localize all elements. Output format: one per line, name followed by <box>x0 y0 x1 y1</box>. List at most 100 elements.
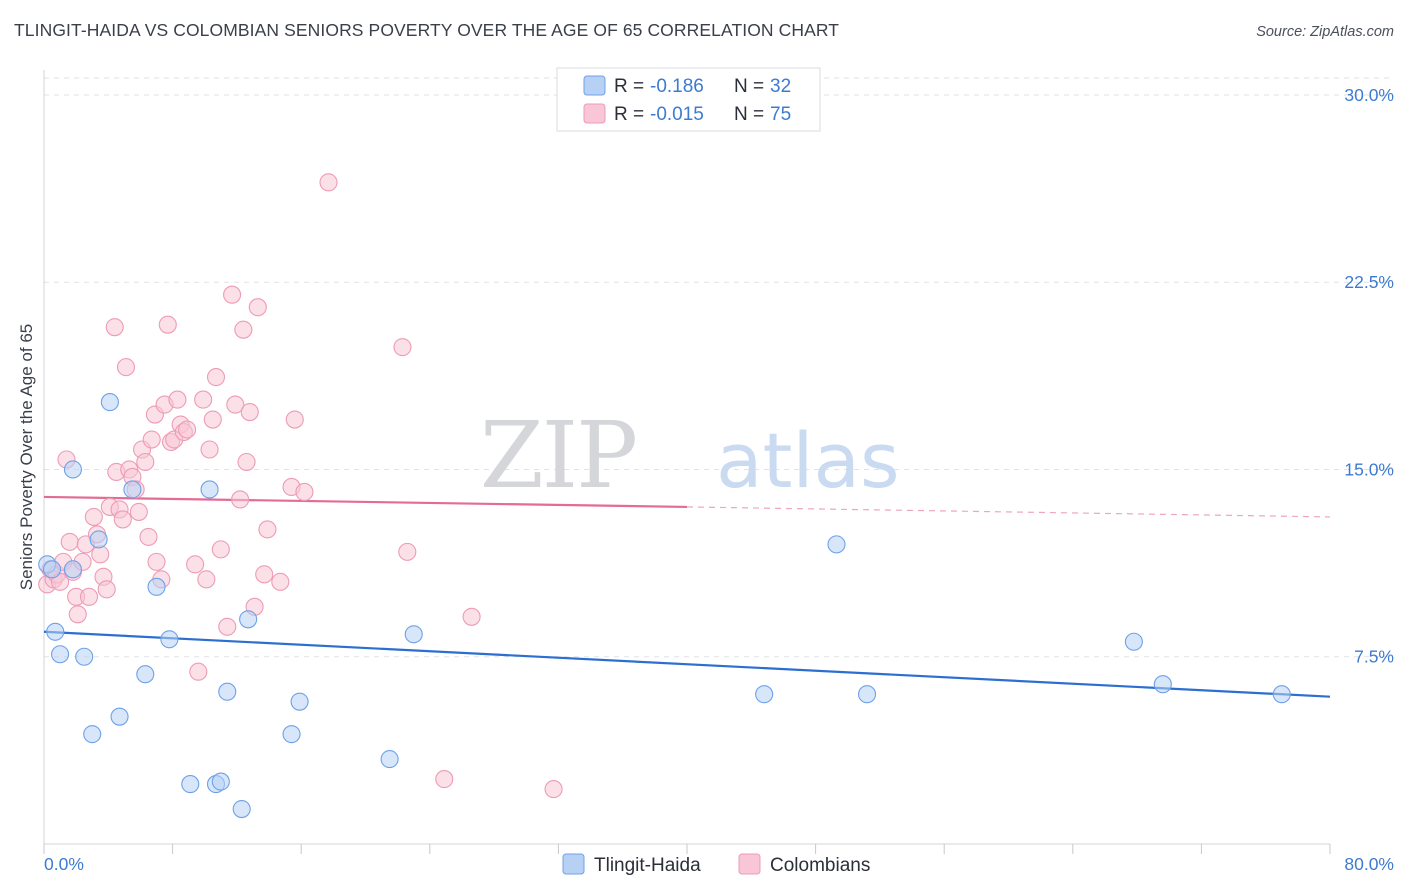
bottom-legend-label-colombians: Colombians <box>770 855 870 876</box>
colombians-point <box>248 298 267 317</box>
colombians-point <box>97 580 116 599</box>
legend-swatch-tlingit <box>583 75 606 96</box>
tlingit-haida-point <box>83 725 102 744</box>
colombians-point <box>68 605 87 624</box>
gridlines <box>44 77 1394 658</box>
legend: R = -0.186 N = 32 R = -0.015 N = 75 <box>556 67 821 132</box>
x-tick-label-max: 80.0% <box>1344 854 1394 874</box>
tlingit-haida-point <box>63 460 82 479</box>
colombians-point <box>197 570 216 589</box>
watermark-zip: ZIP <box>480 402 636 509</box>
bottom-legend: Tlingit-Haida Colombians <box>562 853 870 876</box>
colombians-point <box>116 358 136 377</box>
tlingit-haida-point <box>63 560 82 579</box>
trendline-colombians <box>43 495 688 509</box>
trendlines <box>43 495 1331 698</box>
trendline-extension-colombians <box>686 506 1331 518</box>
legend-r-value-colombians: -0.015 <box>650 104 704 125</box>
tlingit-haida-point <box>857 685 877 704</box>
tlingit-haida-point <box>1153 675 1172 694</box>
colombians-point <box>194 390 213 409</box>
colombians-point <box>206 368 226 387</box>
colombians-point <box>231 490 250 509</box>
tlingit-haida-point <box>160 630 179 649</box>
y-axis-label: Seniors Poverty Over the Age of 65 <box>17 324 36 590</box>
colombians-point <box>393 338 412 357</box>
tlingit-haida-point <box>42 560 62 579</box>
trendline-tlingit <box>43 630 1331 698</box>
colombians-point <box>158 315 177 334</box>
y-tick-label: 15.0% <box>1344 459 1394 479</box>
tlingit-haida-point <box>51 645 70 664</box>
colombians-point <box>226 395 245 414</box>
colombians-point <box>139 527 158 546</box>
tlingit-haida-point <box>89 530 108 549</box>
tlingit-haida-point <box>282 725 301 744</box>
y-tick-label: 7.5% <box>1354 647 1394 667</box>
colombians-point <box>544 780 563 799</box>
tlingit-haida-point <box>1124 632 1143 651</box>
tlingit-haida-point <box>404 625 423 644</box>
tlingit-haida-point <box>380 750 399 769</box>
colombians-point <box>79 587 99 606</box>
colombians-point <box>398 542 417 561</box>
legend-r-label-colombians: R = <box>614 104 644 125</box>
colombians-point <box>113 510 132 529</box>
tlingit-haida-point <box>211 772 230 791</box>
y-tick-label: 22.5% <box>1344 272 1394 292</box>
source-label: Source: ZipAtlas.com <box>1256 24 1394 40</box>
colombians-point <box>462 607 481 626</box>
colombians-point <box>271 572 290 591</box>
tlingit-haida-point <box>232 799 251 819</box>
bottom-legend-swatch-colombians <box>738 853 761 875</box>
chart-title: TLINGIT-HAIDA VS COLOMBIAN SENIORS POVER… <box>14 20 840 40</box>
bottom-legend-label-tlingit: Tlingit-Haida <box>594 855 701 876</box>
tlingit-haida-point <box>110 707 129 726</box>
colombians-point <box>285 410 304 429</box>
colombians-point <box>295 482 314 502</box>
data-points <box>38 173 1291 819</box>
tlingit-haida-point <box>147 577 166 596</box>
tlingit-haida-point <box>46 622 65 641</box>
colombians-point <box>136 452 155 472</box>
colombians-point <box>186 555 205 574</box>
colombians-point <box>240 403 259 422</box>
bottom-legend-swatch-tlingit <box>562 853 585 875</box>
colombians-point <box>84 507 103 526</box>
colombians-point <box>203 410 222 429</box>
tlingit-haida-point <box>200 480 219 499</box>
tlingit-haida-point <box>136 665 155 684</box>
tlingit-haida-point <box>1272 685 1291 704</box>
colombians-point <box>200 440 219 459</box>
colombians-point <box>178 420 197 439</box>
colombians-point <box>435 770 454 789</box>
tlingit-haida-point <box>100 393 119 412</box>
tlingit-haida-point <box>123 480 142 499</box>
colombians-point <box>319 173 338 192</box>
x-ticks <box>43 844 1331 854</box>
colombians-point <box>237 452 256 472</box>
tlingit-haida-point <box>181 775 200 794</box>
tlingit-haida-point <box>218 682 237 701</box>
colombians-point <box>105 318 124 337</box>
tlingit-haida-point <box>239 610 258 629</box>
legend-r-label-tlingit: R = <box>614 76 644 97</box>
watermark-atlas: atlas <box>716 416 900 505</box>
tlingit-haida-point <box>75 647 94 666</box>
tlingit-haida-point <box>755 685 774 704</box>
colombians-point <box>223 285 242 304</box>
legend-n-value-colombians: 75 <box>770 104 791 125</box>
legend-n-label-colombians: N = <box>734 104 764 125</box>
tlingit-haida-point <box>827 535 846 554</box>
tlingit-haida-point <box>290 692 309 711</box>
colombians-point <box>168 390 187 409</box>
legend-swatch-colombians <box>583 103 606 124</box>
colombians-point <box>60 532 79 551</box>
watermark: ZIP atlas <box>480 402 900 509</box>
legend-n-value-tlingit: 32 <box>770 76 791 97</box>
colombians-point <box>129 502 148 521</box>
legend-r-value-tlingit: -0.186 <box>650 76 704 97</box>
colombians-point <box>147 552 166 571</box>
colombians-point <box>258 520 277 539</box>
